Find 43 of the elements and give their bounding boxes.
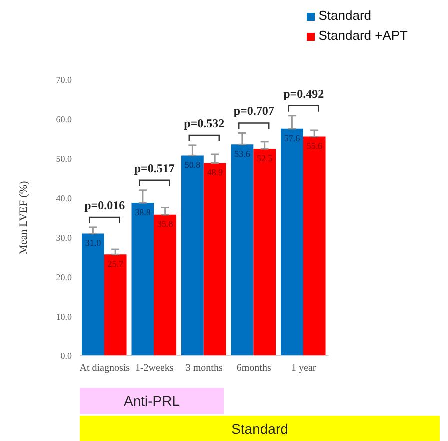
y-tick-label: 50.0 xyxy=(56,154,72,164)
data-label: 52.5 xyxy=(256,153,274,164)
text: Standard xyxy=(80,416,440,441)
bar xyxy=(104,254,127,356)
bar xyxy=(132,203,154,356)
data-label: 50.8 xyxy=(184,160,202,170)
bar xyxy=(303,136,326,356)
y-tick-label: 70.0 xyxy=(56,75,72,86)
data-label: 38.8 xyxy=(135,207,152,218)
data-label: 53.6 xyxy=(234,149,251,160)
bar xyxy=(82,234,104,356)
data-label: 57.6 xyxy=(284,133,301,144)
annotation: p=0.532 xyxy=(184,116,225,130)
legend-label: Standard +APT xyxy=(318,28,408,43)
y-tick-label: 0.0 xyxy=(60,351,72,362)
annotation: p=0.707 xyxy=(234,104,274,118)
y-tick-label: 30.0 xyxy=(56,232,72,243)
data-label: 55.6 xyxy=(306,141,323,152)
annotation: p=0.517 xyxy=(134,161,175,176)
bar xyxy=(204,163,226,356)
x-tick-label: 3 months xyxy=(186,363,223,374)
x-tick-label: At diagnosis xyxy=(80,363,130,374)
bar xyxy=(281,128,304,356)
bar xyxy=(182,156,204,356)
annotation: p=0.016 xyxy=(84,198,126,212)
data-label: 31.0 xyxy=(85,238,102,248)
text: Anti-PRL xyxy=(80,388,224,414)
y-tick-label: 20.0 xyxy=(56,272,72,282)
data-label: 48.9 xyxy=(207,168,224,178)
y-tick-label: 40.0 xyxy=(56,193,72,204)
legend-label: Standard xyxy=(318,8,372,23)
bar xyxy=(254,149,276,356)
bar xyxy=(231,144,254,356)
y-axis-title: Mean LVEF (%) xyxy=(18,180,30,255)
bar xyxy=(154,214,177,356)
data-label: 25.7 xyxy=(108,259,124,270)
y-tick-label: 10.0 xyxy=(56,312,72,322)
x-tick-label: 1 year xyxy=(292,363,317,374)
x-tick-label: 1-2weeks xyxy=(135,363,174,374)
y-tick-label: 60.0 xyxy=(56,114,72,125)
x-tick-label: 6months xyxy=(236,363,272,374)
annotation: p=0.492 xyxy=(284,86,324,101)
data-label: 35.8 xyxy=(157,219,174,230)
